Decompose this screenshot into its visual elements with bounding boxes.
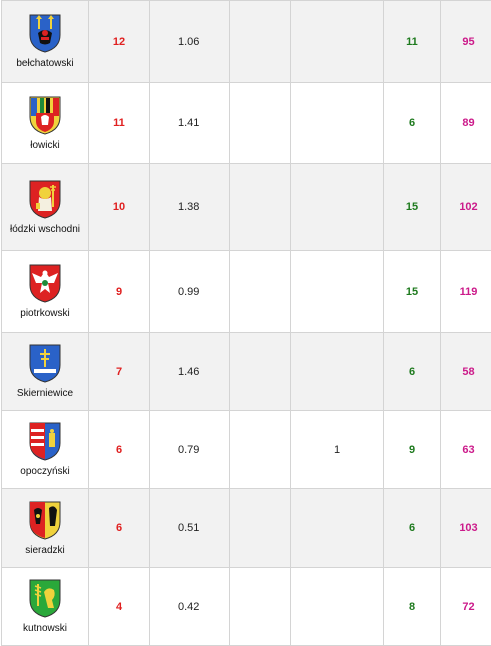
value-green: 15 xyxy=(383,163,441,251)
value-empty xyxy=(229,488,291,568)
lodzki-wschodni-crest-icon xyxy=(29,180,61,219)
table-row: kutnowski 4 0.42 8 72 xyxy=(1,567,491,646)
skierniewice-crest-icon xyxy=(29,344,61,383)
table-row: łódzki wschodni 10 1.38 15 102 xyxy=(1,163,491,251)
county-name: kutnowski xyxy=(23,623,67,634)
county-name: piotrkowski xyxy=(20,308,70,319)
value-red: 11 xyxy=(88,82,150,164)
value-pink: 72 xyxy=(440,567,491,646)
value-empty xyxy=(229,0,291,83)
value-ratio: 1.06 xyxy=(149,0,230,83)
value-pink: 63 xyxy=(440,410,491,489)
piotrkowski-crest-icon xyxy=(29,264,61,303)
county-name: opoczyński xyxy=(20,466,70,477)
value-pink: 102 xyxy=(440,163,491,251)
county-cell: sieradzki xyxy=(1,488,89,568)
county-name: Skierniewice xyxy=(16,388,74,399)
value-pink: 103 xyxy=(440,488,491,568)
value-ratio: 1.38 xyxy=(149,163,230,251)
value-empty xyxy=(229,250,291,333)
value-green: 9 xyxy=(383,410,441,489)
value-extra xyxy=(290,488,384,568)
county-name: bełchatowski xyxy=(16,58,74,69)
county-cell: kutnowski xyxy=(1,567,89,646)
value-ratio: 0.99 xyxy=(149,250,230,333)
table-row: bełchatowski 12 1.06 11 95 xyxy=(1,0,491,83)
value-empty xyxy=(229,163,291,251)
value-red: 12 xyxy=(88,0,150,83)
value-red: 10 xyxy=(88,163,150,251)
value-red: 6 xyxy=(88,410,150,489)
value-empty xyxy=(229,410,291,489)
value-extra xyxy=(290,250,384,333)
kutnowski-crest-icon xyxy=(29,579,61,618)
belchatowski-crest-icon xyxy=(29,14,61,53)
value-empty xyxy=(229,332,291,411)
table-row: łowicki 11 1.41 6 89 xyxy=(1,82,491,164)
value-red: 9 xyxy=(88,250,150,333)
value-pink: 95 xyxy=(440,0,491,83)
value-green: 8 xyxy=(383,567,441,646)
value-pink: 119 xyxy=(440,250,491,333)
table-row: piotrkowski 9 0.99 15 119 xyxy=(1,250,491,333)
county-cell: opoczyński xyxy=(1,410,89,489)
county-cell: bełchatowski xyxy=(1,0,89,83)
county-cell: łódzki wschodni xyxy=(1,163,89,251)
value-red: 7 xyxy=(88,332,150,411)
value-green: 15 xyxy=(383,250,441,333)
value-empty xyxy=(229,567,291,646)
value-empty xyxy=(229,82,291,164)
value-extra xyxy=(290,163,384,251)
sieradzki-crest-icon xyxy=(29,501,61,540)
lowicki-crest-icon xyxy=(29,96,61,135)
county-name: sieradzki xyxy=(25,544,65,556)
value-ratio: 0.42 xyxy=(149,567,230,646)
county-cell: piotrkowski xyxy=(1,250,89,333)
value-pink: 89 xyxy=(440,82,491,164)
value-ratio: 1.46 xyxy=(149,332,230,411)
table-row: sieradzki 6 0.51 6 103 xyxy=(1,488,491,568)
value-red: 6 xyxy=(88,488,150,568)
value-green: 6 xyxy=(383,82,441,164)
value-extra: 1 xyxy=(290,410,384,489)
value-ratio: 0.79 xyxy=(149,410,230,489)
value-pink: 58 xyxy=(440,332,491,411)
value-extra xyxy=(290,332,384,411)
value-green: 11 xyxy=(383,0,441,83)
value-extra xyxy=(290,567,384,646)
county-cell: łowicki xyxy=(1,82,89,164)
value-ratio: 1.41 xyxy=(149,82,230,164)
value-green: 6 xyxy=(383,332,441,411)
county-name: łowicki xyxy=(30,139,60,151)
table-row: opoczyński 6 0.79 1 9 63 xyxy=(1,410,491,489)
value-red: 4 xyxy=(88,567,150,646)
table-row: Skierniewice 7 1.46 6 58 xyxy=(1,332,491,411)
county-name: łódzki wschodni xyxy=(9,223,81,235)
county-cell: Skierniewice xyxy=(1,332,89,411)
value-extra xyxy=(290,82,384,164)
value-ratio: 0.51 xyxy=(149,488,230,568)
value-extra xyxy=(290,0,384,83)
value-green: 6 xyxy=(383,488,441,568)
opoczynski-crest-icon xyxy=(29,422,61,461)
